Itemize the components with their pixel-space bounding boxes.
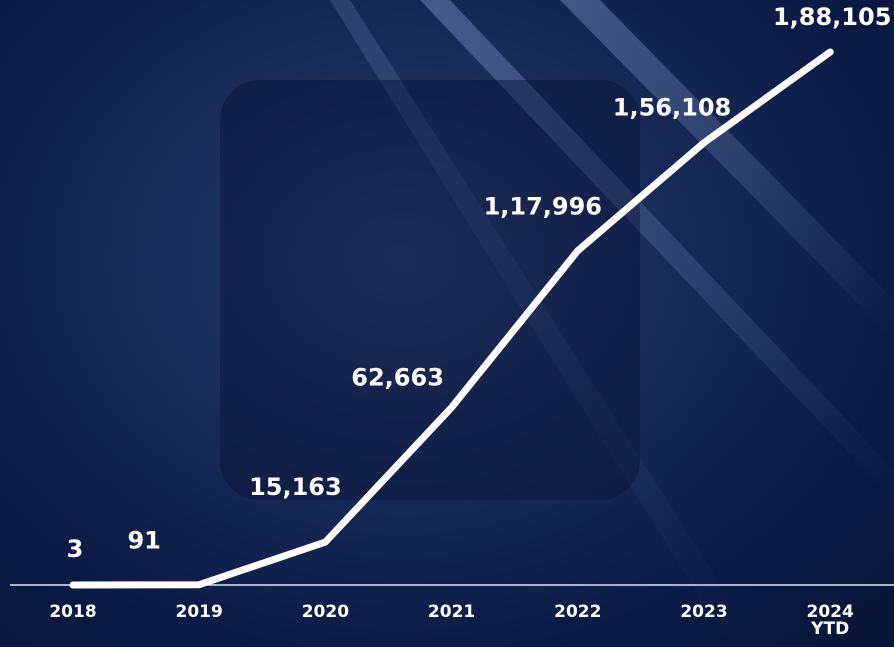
x-tick-label: 2021 <box>427 602 476 622</box>
data-label: 1,17,996 <box>484 193 602 221</box>
line <box>69 48 834 589</box>
x-tick-label: 2024 YTD <box>806 602 854 639</box>
x-tick-label: 2018 <box>49 602 97 622</box>
x-tick-label: 2020 <box>301 602 350 622</box>
x-tick-label: 2022 <box>554 602 602 622</box>
data-label: 1,88,105 <box>773 3 891 31</box>
x-tick-label: 2023 <box>680 602 728 622</box>
data-label: 91 <box>127 527 160 555</box>
data-label: 1,56,108 <box>613 94 731 122</box>
x-tick-label: 2019 <box>175 602 223 622</box>
data-label: 3 <box>67 535 84 563</box>
data-label: 62,663 <box>351 363 444 391</box>
data-label: 15,163 <box>249 473 342 501</box>
